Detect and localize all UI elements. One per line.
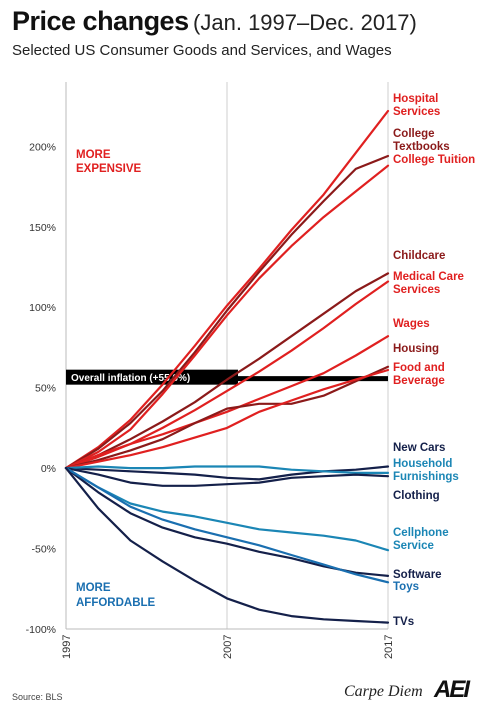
x-tick-label: 2007: [222, 635, 234, 659]
chart-title-block: Price changes (Jan. 1997–Dec. 2017): [12, 6, 492, 37]
series-label-line: Services: [393, 106, 440, 118]
series-label: Household Furnishings: [393, 458, 459, 483]
series-label-line: Clothing: [393, 490, 440, 502]
series-label-line: College Tuition: [393, 154, 475, 166]
series-label: Housing: [393, 343, 439, 355]
y-tick-label: -100%: [26, 624, 56, 636]
series-label-line: Housing: [393, 343, 439, 355]
x-tick-label: 1997: [61, 635, 73, 659]
y-tick-label: 200%: [29, 141, 56, 153]
series-line: [64, 465, 390, 474]
series-label: Software: [393, 569, 442, 581]
series-label: Childcare: [393, 250, 445, 262]
series-label-line: Service: [393, 540, 434, 552]
series-label: Wages: [393, 318, 430, 330]
series-label-line: Household: [393, 458, 452, 470]
series-label: Toys: [393, 581, 419, 593]
series-label: Food and Beverage: [393, 362, 445, 387]
series-line: [64, 467, 390, 584]
series-label: College Textbooks: [393, 128, 450, 153]
series-label: College Tuition: [393, 154, 475, 166]
y-tick-label: 0%: [41, 463, 56, 475]
series-label-line: Textbooks: [393, 141, 450, 153]
series-line: [64, 467, 390, 624]
series-line: [64, 335, 390, 470]
brand-logo: AEI: [434, 676, 470, 703]
series-label-line: Childcare: [393, 250, 445, 262]
series-label-line: Medical Care: [393, 271, 464, 283]
chart-title-period: (Jan. 1997–Dec. 2017): [193, 10, 417, 35]
series-line: [64, 368, 390, 470]
chart-title: Price changes: [12, 6, 189, 36]
series-label: TVs: [393, 616, 414, 628]
series-line: [64, 109, 390, 470]
chart-subtitle: Selected US Consumer Goods and Services,…: [12, 42, 392, 59]
more-expensive-annotation: MORE EXPENSIVE: [76, 149, 142, 175]
series-label-line: Services: [393, 284, 440, 296]
series-label-line: Wages: [393, 318, 430, 330]
more-affordable-annotation: MORE AFFORDABLE: [76, 582, 156, 609]
series-label-line: Food and: [393, 362, 445, 374]
annotation-line: EXPENSIVE: [76, 163, 142, 175]
series-line: [64, 467, 390, 552]
series-line: [64, 365, 390, 470]
series-line: [64, 164, 390, 470]
series-label-line: Cellphone: [393, 527, 449, 539]
y-tick-label: 150%: [29, 222, 56, 234]
x-tick-label: 2017: [383, 635, 395, 659]
series-label: Hospital Services: [393, 93, 440, 118]
series-label-line: College: [393, 128, 435, 140]
series-label-line: Beverage: [393, 375, 445, 387]
series-label-line: Toys: [393, 581, 419, 593]
series-label-line: Furnishings: [393, 471, 459, 483]
y-tick-label: -50%: [31, 544, 56, 556]
source-note: Source: BLS: [12, 692, 63, 702]
annotation-line: AFFORDABLE: [76, 597, 156, 609]
series-label: Cellphone Service: [393, 527, 449, 552]
annotation-line: MORE: [76, 149, 111, 161]
series-label: Medical Care Services: [393, 271, 464, 296]
series-line: [64, 467, 390, 487]
series-line: [64, 154, 390, 470]
y-tick-label: 100%: [29, 302, 56, 314]
overall-inflation-label: Overall inflation (+55.6%): [71, 373, 190, 384]
series-label-line: Software: [393, 569, 442, 581]
annotation-line: MORE: [76, 582, 111, 594]
y-tick-label: 50%: [35, 383, 56, 395]
series-lines: [64, 109, 390, 624]
series-label-line: Hospital: [393, 93, 438, 105]
brand-name: Carpe Diem: [344, 683, 423, 700]
overall-inflation-box: [66, 369, 238, 385]
series-label: Clothing: [393, 490, 440, 502]
series-line: [64, 272, 390, 470]
series-label-line: TVs: [393, 616, 414, 628]
series-label: New Cars: [393, 442, 445, 454]
series-label-line: New Cars: [393, 442, 445, 454]
